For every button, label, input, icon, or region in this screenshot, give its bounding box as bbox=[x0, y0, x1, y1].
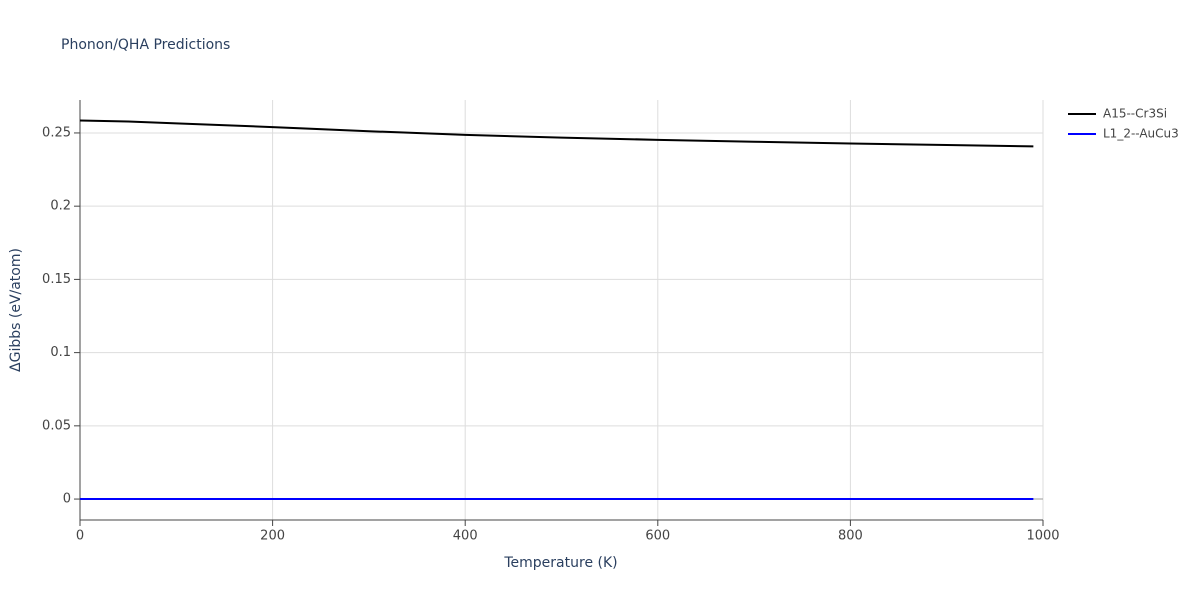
y-tick-label: 0.25 bbox=[42, 125, 71, 140]
x-tick-label: 1000 bbox=[1026, 529, 1059, 544]
x-tick-label: 0 bbox=[76, 529, 84, 544]
legend-label: L1_2--AuCu3 bbox=[1103, 127, 1179, 141]
y-axis-title: ΔGibbs (eV/atom) bbox=[8, 248, 24, 372]
legend-label: A15--Cr3Si bbox=[1103, 107, 1167, 121]
y-tick-label: 0.1 bbox=[50, 345, 71, 360]
x-axis-title: Temperature (K) bbox=[503, 555, 617, 571]
x-tick-label: 600 bbox=[645, 529, 670, 544]
y-tick-label: 0.05 bbox=[42, 418, 71, 433]
series-line bbox=[79, 119, 1034, 148]
x-tick-label: 800 bbox=[838, 529, 863, 544]
chart-title: Phonon/QHA Predictions bbox=[61, 37, 230, 53]
y-tick-label: 0.15 bbox=[42, 272, 71, 287]
y-tick-label: 0 bbox=[63, 492, 71, 507]
y-tick-label: 0.2 bbox=[50, 199, 71, 214]
x-tick-label: 200 bbox=[260, 529, 285, 544]
x-tick-label: 400 bbox=[453, 529, 478, 544]
